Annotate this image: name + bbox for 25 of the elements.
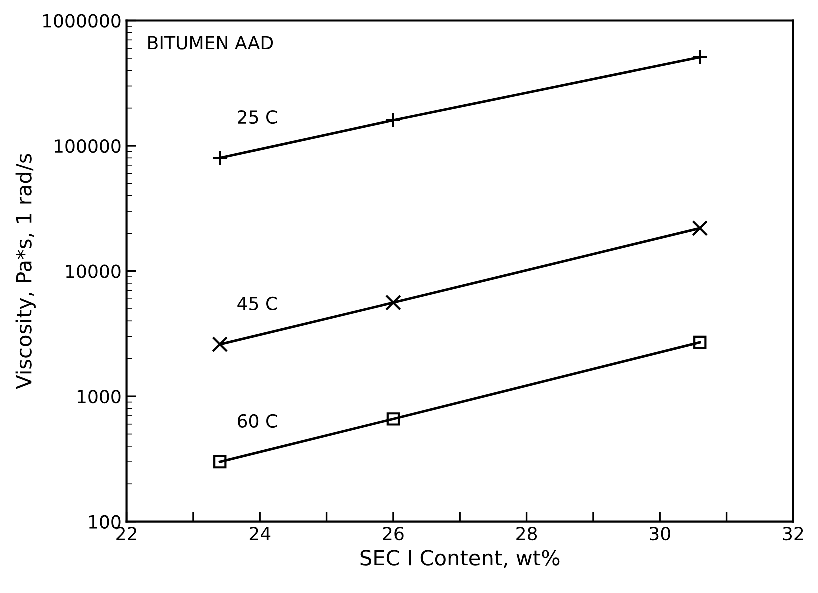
series-label: 45 C	[238, 296, 278, 311]
series-label: 60 C	[238, 414, 278, 428]
x-tick-label: 22	[116, 527, 136, 540]
y-tick-label: 1000	[78, 390, 121, 404]
point	[386, 412, 400, 426]
point	[212, 336, 228, 353]
y-axis-title: Viscosity, Pa*s, 1 rad/s	[16, 154, 36, 390]
point	[212, 150, 228, 166]
series-label: 25 C	[238, 110, 278, 124]
x-tick-label: 28	[516, 527, 538, 541]
point	[694, 336, 707, 350]
y-tick-label: 100	[89, 515, 121, 529]
point	[385, 294, 402, 311]
x-axis-title: SEC I Content, wt%	[360, 550, 560, 568]
x-tick-label: 26	[383, 527, 404, 541]
y-tick-label: 100000	[54, 139, 121, 154]
y-tick-label: 10000	[66, 264, 121, 278]
x-tick-label: 30	[650, 527, 670, 541]
x-tick-label: 32	[783, 527, 804, 541]
annotation: BITUMEN AAD	[148, 36, 274, 50]
point	[692, 49, 708, 66]
point	[692, 220, 708, 236]
x-tick-label: 24	[250, 527, 271, 540]
point	[214, 455, 227, 469]
y-tick-label: 1000000	[43, 14, 121, 28]
